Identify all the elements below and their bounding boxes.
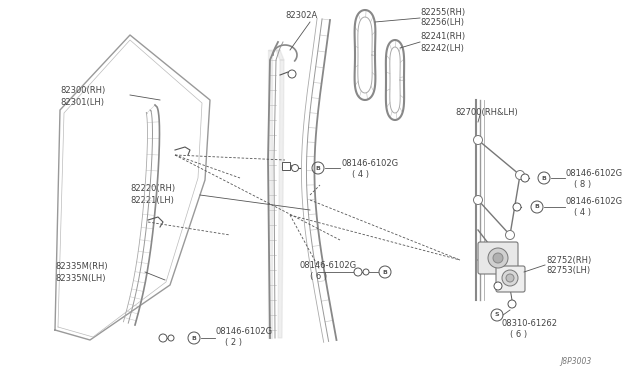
Circle shape bbox=[515, 170, 525, 180]
Text: B: B bbox=[383, 269, 387, 275]
Text: ( 6 ): ( 6 ) bbox=[510, 330, 527, 340]
Circle shape bbox=[513, 203, 521, 211]
Circle shape bbox=[493, 253, 503, 263]
Text: 08146-6102G: 08146-6102G bbox=[566, 198, 623, 206]
Text: 82221(LH): 82221(LH) bbox=[130, 196, 174, 205]
Text: 82220(RH): 82220(RH) bbox=[130, 183, 175, 192]
Circle shape bbox=[291, 164, 298, 171]
Text: 82255(RH): 82255(RH) bbox=[420, 7, 465, 16]
Circle shape bbox=[363, 269, 369, 275]
Text: 82752(RH): 82752(RH) bbox=[546, 256, 591, 264]
Text: 82241(RH): 82241(RH) bbox=[420, 32, 465, 42]
Circle shape bbox=[168, 335, 174, 341]
Text: S: S bbox=[495, 312, 499, 317]
Circle shape bbox=[159, 334, 167, 342]
FancyBboxPatch shape bbox=[478, 242, 518, 274]
Text: 82301(LH): 82301(LH) bbox=[60, 97, 104, 106]
Circle shape bbox=[474, 196, 483, 205]
Bar bbox=[282, 162, 290, 170]
Text: 08310-61262: 08310-61262 bbox=[502, 320, 558, 328]
Circle shape bbox=[521, 174, 529, 182]
Text: B: B bbox=[191, 336, 196, 340]
Text: ( 2 ): ( 2 ) bbox=[225, 339, 242, 347]
Text: 82335N(LH): 82335N(LH) bbox=[55, 275, 106, 283]
Circle shape bbox=[474, 135, 483, 144]
Circle shape bbox=[508, 300, 516, 308]
Circle shape bbox=[494, 282, 502, 290]
Text: ( 4 ): ( 4 ) bbox=[352, 170, 369, 179]
Text: B: B bbox=[316, 166, 321, 170]
Polygon shape bbox=[278, 60, 284, 338]
Circle shape bbox=[488, 248, 508, 268]
Text: ( 8 ): ( 8 ) bbox=[574, 180, 591, 189]
Text: B: B bbox=[534, 205, 540, 209]
Text: 82753(LH): 82753(LH) bbox=[546, 266, 590, 276]
Circle shape bbox=[506, 231, 515, 240]
Polygon shape bbox=[276, 50, 284, 60]
Text: 08146-6102G: 08146-6102G bbox=[342, 158, 399, 167]
Circle shape bbox=[354, 268, 362, 276]
Text: 82242(LH): 82242(LH) bbox=[420, 44, 464, 52]
Text: ( 4 ): ( 4 ) bbox=[574, 208, 591, 218]
Polygon shape bbox=[268, 50, 272, 338]
FancyBboxPatch shape bbox=[496, 266, 525, 292]
Text: J8P3003: J8P3003 bbox=[560, 357, 591, 366]
Circle shape bbox=[288, 70, 296, 78]
Text: 82335M(RH): 82335M(RH) bbox=[55, 263, 108, 272]
Text: 08146-6102G: 08146-6102G bbox=[566, 169, 623, 177]
Text: ( 6 ): ( 6 ) bbox=[310, 273, 327, 282]
Text: 08146-6102G: 08146-6102G bbox=[216, 327, 273, 337]
Text: 82256(LH): 82256(LH) bbox=[420, 19, 464, 28]
Circle shape bbox=[506, 274, 514, 282]
Text: 08146-6102G: 08146-6102G bbox=[300, 260, 357, 269]
Text: 82300(RH): 82300(RH) bbox=[60, 86, 105, 94]
Text: B: B bbox=[541, 176, 547, 180]
Text: 82302A: 82302A bbox=[285, 10, 317, 19]
Circle shape bbox=[502, 270, 518, 286]
Text: 82700(RH&LH): 82700(RH&LH) bbox=[455, 108, 518, 116]
